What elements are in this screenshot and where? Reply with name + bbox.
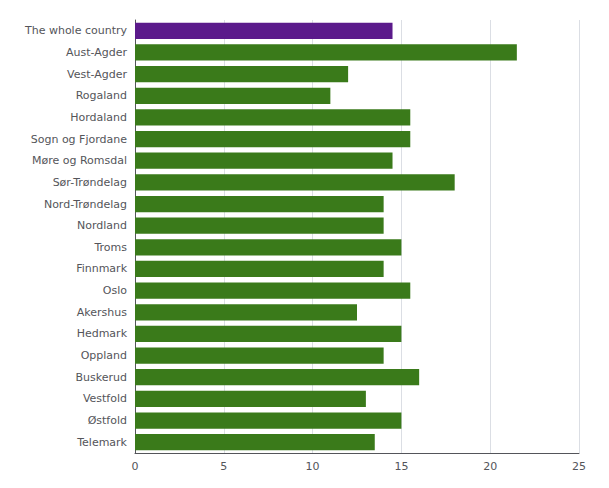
svg-text:Aust-Agder: Aust-Agder [66, 46, 128, 59]
svg-text:The whole country: The whole country [24, 24, 128, 37]
svg-text:Oppland: Oppland [81, 349, 127, 362]
svg-text:Telemark: Telemark [76, 436, 127, 449]
svg-text:20: 20 [483, 460, 497, 473]
svg-text:Buskerud: Buskerud [76, 371, 127, 384]
svg-text:Oslo: Oslo [103, 284, 127, 297]
svg-text:Vestfold: Vestfold [83, 392, 127, 405]
svg-text:25: 25 [572, 460, 586, 473]
svg-text:Akershus: Akershus [77, 306, 127, 319]
svg-text:5: 5 [220, 460, 227, 473]
svg-text:15: 15 [394, 460, 408, 473]
svg-text:Finnmark: Finnmark [76, 262, 128, 275]
svg-text:Nordland: Nordland [77, 219, 127, 232]
svg-text:Hordaland: Hordaland [70, 111, 127, 124]
svg-text:Sør-Trøndelag: Sør-Trøndelag [53, 176, 127, 189]
svg-text:Sogn og Fjordane: Sogn og Fjordane [31, 133, 128, 146]
svg-text:0: 0 [132, 460, 139, 473]
svg-text:Nord-Trøndelag: Nord-Trøndelag [44, 198, 127, 211]
svg-text:Møre og Romsdal: Møre og Romsdal [32, 154, 127, 167]
svg-text:Vest-Agder: Vest-Agder [67, 68, 127, 81]
svg-text:10: 10 [306, 460, 320, 473]
svg-text:Hedmark: Hedmark [77, 327, 128, 340]
svg-text:Rogaland: Rogaland [76, 89, 127, 102]
svg-text:Østfold: Østfold [88, 414, 127, 427]
svg-text:Troms: Troms [93, 241, 127, 254]
